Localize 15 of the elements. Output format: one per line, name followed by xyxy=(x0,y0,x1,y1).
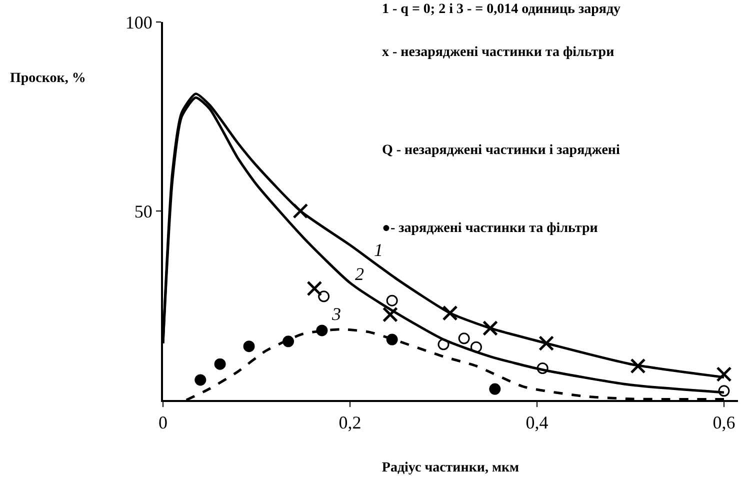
annotation: ●- заряджені частинки та фільтри xyxy=(382,221,598,236)
x-tick-label: 0 xyxy=(158,412,168,433)
y-tick-label: 50 xyxy=(134,201,152,222)
annotation: Q - незаряджені частинки і заряджені xyxy=(382,143,620,158)
x-tick-label: 0,6 xyxy=(712,412,736,433)
annotation: 1 xyxy=(374,240,383,260)
text: 1 - q = 0; 2 і 3 - = 0,014 одиниць заряду xyxy=(382,2,621,17)
annotation: 2 xyxy=(355,264,364,284)
annotation: 3 xyxy=(331,304,341,324)
annotation: x - незаряджені частинки та фільтри xyxy=(382,45,614,60)
x-tick-label: 0,4 xyxy=(526,412,548,433)
x-axis-title: Радіус частинки, мкм xyxy=(382,460,520,476)
y-axis-title: Проскок, % xyxy=(10,71,86,86)
y-tick-label: 100 xyxy=(125,12,152,32)
x-tick-label: 0,2 xyxy=(338,412,362,433)
